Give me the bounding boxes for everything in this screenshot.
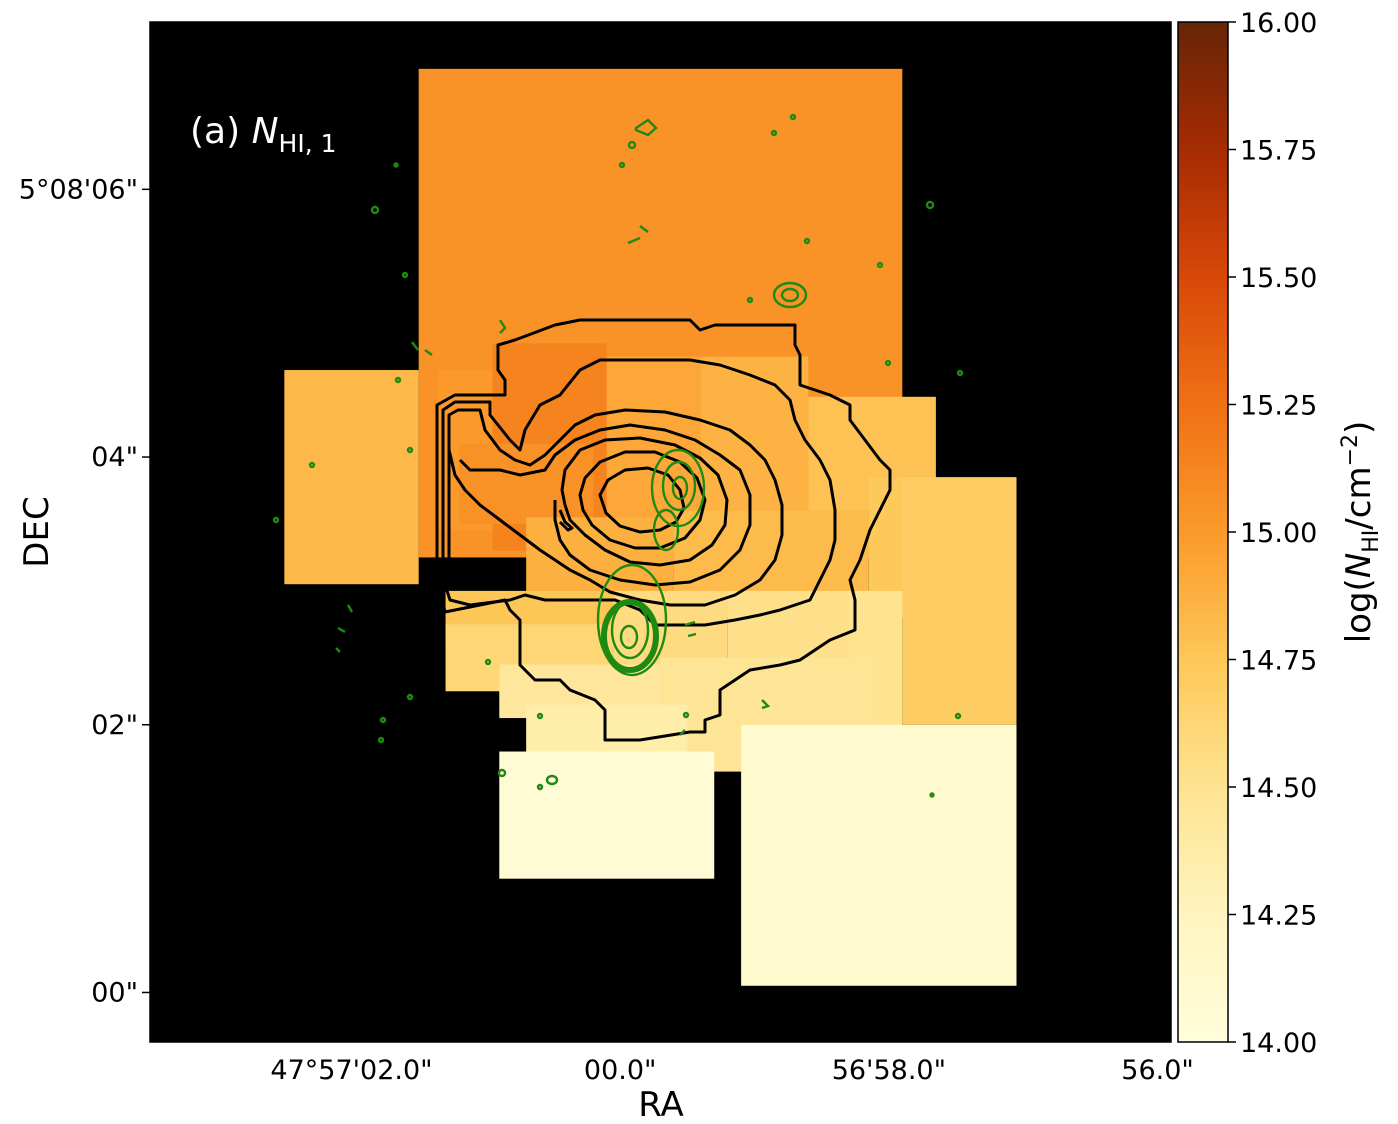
green-squiggle-5 <box>679 699 771 736</box>
black-contour-5 <box>560 436 729 567</box>
x-tick-label-1: 47°57'02.0" <box>270 1055 432 1086</box>
green-dot-17 <box>484 658 492 666</box>
green-dot-24 <box>545 774 559 786</box>
black-contour-3 <box>447 408 784 607</box>
y-axis-ticks: 5°08'06" 04" 02" 00" <box>19 174 1171 1008</box>
green-contours <box>272 113 964 798</box>
panel-label-symbol: N <box>252 111 279 152</box>
green-tail <box>652 508 680 552</box>
green-dot-4 <box>789 113 797 121</box>
green-dot-27 <box>929 792 935 798</box>
y-tick-label-3: 02" <box>91 710 138 741</box>
green-blob-ring-center <box>619 624 639 650</box>
colorbar-tick-label-5: 15.00 <box>1240 518 1317 549</box>
green-dot-26 <box>954 712 962 720</box>
green-dot-16 <box>956 369 964 377</box>
x-axis-ticks: 47°57'02.0" 00.0" 56'58.0" 56.0" <box>270 22 1194 1086</box>
black-contour-8 <box>558 509 574 532</box>
colorbar-label-subscript: HI <box>1359 530 1384 553</box>
black-contour-1 <box>435 318 892 742</box>
nhi-cell-7 <box>700 356 809 511</box>
colorbar-label-symbol: N <box>1339 553 1379 578</box>
green-dot-28 <box>393 162 399 168</box>
x-tick-label-3: 56'58.0" <box>832 1055 946 1086</box>
green-dot-9 <box>876 261 884 269</box>
colorbar-tick-label-4: 14.75 <box>1240 646 1317 677</box>
colorbar-tick-label-8: 15.75 <box>1240 136 1317 167</box>
colorbar-label-power: −2 <box>1338 434 1363 466</box>
nhi-cells <box>284 68 1017 986</box>
green-squiggle-4 <box>335 604 354 653</box>
green-knot-top <box>634 118 658 137</box>
green-dot-14 <box>272 516 280 524</box>
colorbar-label-close: ) <box>1339 421 1379 434</box>
green-squiggle-3 <box>411 341 433 356</box>
y-tick-label-2: 04" <box>91 442 138 473</box>
green-dot-3 <box>770 129 778 137</box>
colorbar-tick-label-1: 14.00 <box>1240 1028 1317 1059</box>
colorbar <box>1177 21 1229 1043</box>
green-blob-ring-inner <box>610 600 650 660</box>
green-squiggle-1 <box>627 225 649 245</box>
black-contours <box>435 318 892 742</box>
colorbar-tick-label-6: 15.25 <box>1240 391 1317 422</box>
colorbar-tick-label-3: 14.50 <box>1240 773 1317 804</box>
colorbar-ticks: 14.00 14.25 14.50 14.75 15.00 15.25 15.50 15.75… <box>1228 8 1317 1059</box>
green-dot-21 <box>536 712 544 720</box>
green-dot-11 <box>394 376 402 384</box>
black-contour-6 <box>578 450 707 550</box>
colorbar-label-prefix: log( <box>1339 578 1379 643</box>
green-peak-mid <box>661 460 697 512</box>
green-squiggle-2 <box>498 319 507 334</box>
green-dot-10 <box>401 271 409 279</box>
green-dot-5 <box>370 205 380 215</box>
green-dot-23 <box>497 768 507 778</box>
colorbar-tick-label-2: 14.25 <box>1240 901 1317 932</box>
plot-frame <box>149 21 1172 1043</box>
y-axis-label: DEC <box>17 496 57 567</box>
colorbar-label: log(NHI/cm−2) <box>1338 421 1384 644</box>
green-dot-7 <box>803 237 811 245</box>
x-tick-label-2: 00.0" <box>584 1055 657 1086</box>
green-dot-8 <box>746 296 754 304</box>
green-dot-18 <box>406 693 414 701</box>
green-dot-25 <box>536 783 544 791</box>
green-blob-ring <box>596 563 668 677</box>
green-dot-13 <box>308 461 316 469</box>
panel-label-prefix: (a) <box>190 111 252 152</box>
x-tick-label-4: 56.0" <box>1121 1055 1194 1086</box>
nhi-cell-16 <box>727 590 869 665</box>
green-knot-1 <box>772 281 808 309</box>
black-contour-2 <box>441 358 837 627</box>
green-dot-15 <box>884 359 892 367</box>
black-contour-4 <box>458 423 752 587</box>
green-dot-19 <box>379 716 387 724</box>
green-dot-6 <box>925 200 935 210</box>
green-dot-20 <box>377 736 385 744</box>
x-axis-label: RA <box>638 1085 684 1124</box>
panel-label-subscript: HI, 1 <box>279 129 337 158</box>
green-dot-2 <box>618 161 626 169</box>
nhi-cell-2 <box>284 370 419 585</box>
green-squiggle-6 <box>684 620 697 638</box>
nhi-cell-20 <box>526 704 688 759</box>
green-dot-22 <box>682 711 690 719</box>
panel-label: (a) NHI, 1 <box>190 111 337 158</box>
green-dot-12 <box>406 446 414 454</box>
colorbar-label-unit: /cm <box>1339 466 1379 529</box>
green-knot-1-inner <box>780 287 800 303</box>
nhi-cell-5 <box>458 443 594 524</box>
colorbar-tick-label-7: 15.50 <box>1240 263 1317 294</box>
colorbar-tick-label-9: 16.00 <box>1240 8 1317 39</box>
nhi-cell-13 <box>902 477 1017 725</box>
y-tick-label-1: 5°08'06" <box>19 174 138 205</box>
green-peak-inner <box>671 475 689 501</box>
nhi-cell-22 <box>741 724 1017 986</box>
nhi-cell-21 <box>499 751 715 879</box>
green-dot-1 <box>627 140 637 150</box>
y-tick-label-4: 00" <box>91 977 138 1008</box>
